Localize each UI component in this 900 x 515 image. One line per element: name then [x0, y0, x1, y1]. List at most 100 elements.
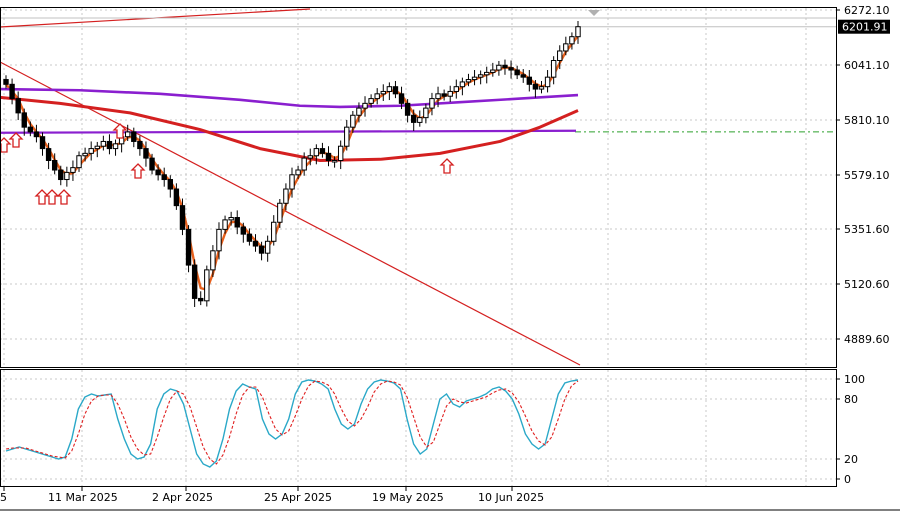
candle-bull	[76, 155, 82, 169]
candle-bear	[198, 297, 204, 302]
candle-bear	[514, 69, 520, 76]
candle-bear	[149, 157, 155, 171]
candle-bear	[143, 148, 149, 159]
candle-bear	[246, 233, 253, 242]
grid-layer	[0, 8, 836, 486]
osc-tick-label: 80	[844, 393, 858, 406]
candle-bull	[331, 160, 338, 163]
candle-bull	[380, 90, 386, 95]
candle-bear	[131, 131, 137, 142]
candle-bear	[45, 148, 52, 162]
candle-bull	[204, 269, 210, 302]
candle-bull	[125, 131, 131, 138]
up-arrow-marker	[112, 123, 128, 139]
candle-bear	[240, 226, 247, 235]
candle-bull	[222, 219, 228, 230]
candle-bull	[210, 250, 216, 271]
candle-bull	[301, 157, 307, 171]
candle-bear	[319, 148, 326, 154]
candle-bear	[520, 74, 526, 78]
price-tick-label: 6041.10	[844, 59, 890, 72]
candle-bull	[228, 217, 234, 221]
candle-bull	[368, 98, 374, 104]
candle-bull	[484, 71, 490, 76]
candle-bull	[94, 145, 100, 150]
price-tick-label: 6272.10	[844, 4, 890, 17]
candle-bull	[362, 102, 368, 109]
candle-bull	[344, 126, 350, 147]
current-price-label: 6201.91	[842, 21, 888, 34]
candle-bear	[33, 131, 40, 138]
candle-bull	[496, 64, 502, 71]
candle-bull	[356, 107, 362, 116]
candle-bull	[447, 90, 453, 97]
horizontal-level-line	[0, 129, 577, 134]
candle-bear	[252, 240, 259, 247]
candle-bull	[350, 114, 356, 128]
price-tick-label: 5351.60	[844, 223, 890, 236]
candle-bear	[173, 188, 180, 207]
candle-bull	[374, 93, 380, 100]
candle-bear	[51, 160, 58, 171]
candle-bear	[155, 169, 161, 176]
descending-trendline	[0, 61, 581, 366]
time-tick-label: 11 Mar 2025	[48, 491, 118, 504]
axis-layer: 6272.10 6041.10 5810.10 5579.10 5351.60 5120.…	[0, 4, 900, 511]
candle-bear	[15, 98, 21, 114]
candle-layer	[3, 20, 581, 307]
slow-moving-average	[0, 95, 579, 162]
candle-bull	[307, 155, 313, 159]
candle-bull	[277, 202, 283, 223]
trend-layer	[0, 8, 836, 366]
candle-bear	[398, 93, 405, 104]
candle-bull	[289, 174, 295, 190]
price-tick-label: 4889.60	[844, 333, 890, 346]
candle-bull	[283, 188, 289, 204]
candle-bull	[557, 50, 563, 61]
price-tick-label: 5810.10	[844, 114, 890, 127]
candle-bear	[185, 228, 192, 266]
time-tick-label: 5	[0, 491, 7, 504]
candle-bull	[465, 79, 472, 83]
candle-bear	[411, 114, 417, 123]
up-arrow-marker	[8, 132, 24, 148]
stochastic-signal-line	[5, 380, 579, 465]
up-arrow-marker	[56, 189, 72, 205]
candle-bull	[313, 148, 320, 157]
candle-bull	[538, 86, 545, 90]
candle-bear	[508, 67, 514, 71]
candle-bull	[459, 81, 466, 88]
candle-bear	[9, 83, 15, 100]
candle-bull	[429, 98, 435, 109]
candle-bull	[82, 152, 88, 157]
candle-bull	[453, 86, 459, 92]
candle-bear	[191, 264, 198, 299]
candle-bull	[569, 36, 575, 45]
candle-bear	[532, 83, 539, 90]
long-moving-average	[0, 87, 579, 109]
candle-bull	[264, 240, 271, 254]
candle-bear	[21, 112, 27, 128]
candle-bear	[234, 217, 240, 228]
candle-bull	[295, 169, 301, 176]
candle-bear	[39, 136, 46, 150]
candle-bear	[106, 140, 113, 150]
candle-bull	[100, 140, 107, 147]
candle-bear	[392, 86, 399, 95]
candle-bull	[423, 107, 429, 119]
time-tick-label: 10 Jun 2025	[478, 491, 544, 504]
osc-tick-label: 0	[844, 473, 851, 486]
candle-bear	[258, 245, 265, 254]
candle-bear	[404, 102, 411, 116]
candle-bull	[70, 167, 76, 173]
candle-bear	[58, 169, 64, 181]
candle-bull	[112, 143, 119, 150]
osc-tick-label: 20	[844, 453, 858, 466]
candle-bear	[167, 179, 173, 190]
arrow-layer	[0, 10, 600, 205]
candle-bull	[563, 43, 569, 52]
candle-bear	[441, 93, 447, 97]
candle-bear	[526, 76, 533, 85]
candle-bull	[575, 26, 581, 38]
